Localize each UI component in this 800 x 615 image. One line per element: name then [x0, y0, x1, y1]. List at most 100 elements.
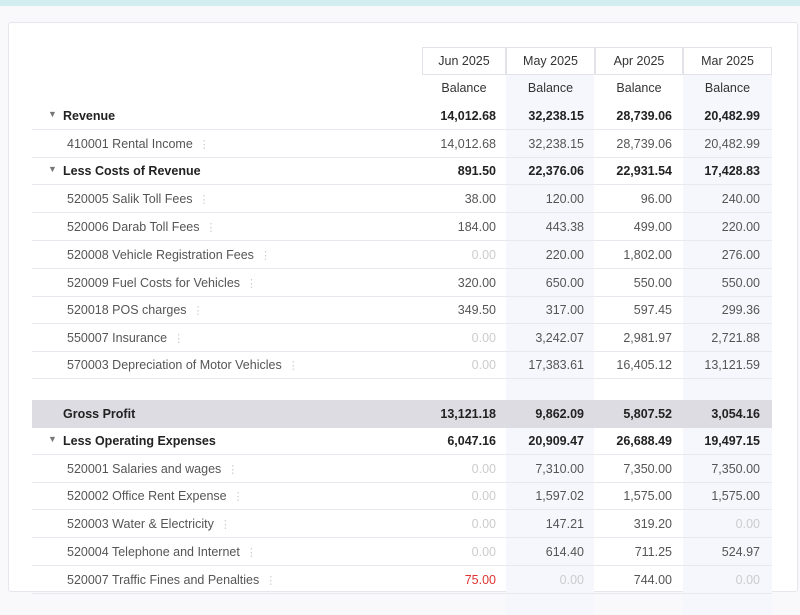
row-label[interactable]: 520009 Fuel Costs for Vehicles ⋮	[67, 276, 258, 290]
section-row[interactable]: ▼ Revenue 14,012.68 32,238.15 28,739.06 20,48…	[32, 102, 772, 130]
cell-value[interactable]: 349.50	[457, 303, 496, 317]
cell-value[interactable]: 0.00	[471, 545, 496, 559]
cell-value[interactable]: 14,012.68	[440, 137, 496, 151]
cell-value[interactable]: 147.21	[545, 517, 584, 531]
cell-value[interactable]: 96.00	[640, 192, 672, 206]
cell-value[interactable]: 443.38	[545, 220, 584, 234]
account-row[interactable]: 520002 Office Rent Expense ⋮ 0.00 1,597.02 1…	[32, 482, 772, 510]
kebab-menu-icon[interactable]: ⋮	[198, 194, 210, 206]
section-row[interactable]: ▼ Less Costs of Revenue 891.50 22,376.06 22,…	[32, 157, 772, 185]
row-label[interactable]: 410001 Rental Income ⋮	[67, 137, 210, 151]
cell-value[interactable]: 7,350.00	[623, 462, 672, 476]
account-row[interactable]: 520005 Salik Toll Fees ⋮ 38.00 120.00 96.00 2…	[32, 185, 772, 213]
row-label[interactable]: 520007 Traffic Fines and Penalties ⋮	[67, 573, 277, 587]
section-row[interactable]: ▼ Less Operating Expenses 6,047.16 20,909.4…	[32, 427, 772, 455]
caret-down-icon[interactable]: ▼	[48, 164, 57, 174]
cell-value[interactable]: 711.25	[634, 545, 672, 559]
account-row[interactable]: 520003 Water & Electricity ⋮ 0.00 147.21 319…	[32, 510, 772, 538]
account-row[interactable]: 520001 Salaries and wages ⋮ 0.00 7,310.00 7,…	[32, 455, 772, 483]
kebab-menu-icon[interactable]: ⋮	[192, 305, 204, 317]
cell-value[interactable]: 2,721.88	[711, 331, 760, 345]
row-label[interactable]: 520003 Water & Electricity ⋮	[67, 517, 231, 531]
cell-value[interactable]: 0.00	[735, 517, 760, 531]
cell-value[interactable]: 744.00	[633, 573, 672, 587]
account-row[interactable]: 550007 Insurance ⋮ 0.00 3,242.07 2,981.97 2,7…	[32, 324, 772, 352]
kebab-menu-icon[interactable]: ⋮	[219, 519, 231, 531]
cell-value[interactable]: 1,597.02	[535, 489, 584, 503]
cell-value[interactable]: 1,802.00	[623, 248, 672, 262]
cell-value[interactable]: 17,383.61	[528, 358, 584, 372]
column-header-period[interactable]: Apr 2025	[595, 47, 683, 75]
cell-value[interactable]: 20,482.99	[704, 137, 760, 151]
cell-value[interactable]: 550.00	[721, 276, 760, 290]
kebab-menu-icon[interactable]: ⋮	[246, 278, 258, 290]
cell-value[interactable]: 650.00	[545, 276, 584, 290]
kebab-menu-icon[interactable]: ⋮	[227, 464, 239, 476]
cell-value[interactable]: 0.00	[735, 573, 760, 587]
cell-value[interactable]: 3,242.07	[535, 331, 584, 345]
cell-value[interactable]: 184.00	[457, 220, 496, 234]
kebab-menu-icon[interactable]: ⋮	[245, 547, 257, 559]
cell-value[interactable]: 0.00	[471, 331, 496, 345]
caret-down-icon[interactable]: ▼	[48, 434, 57, 444]
cell-value[interactable]: 319.20	[633, 517, 672, 531]
cell-value[interactable]: 1,575.00	[623, 489, 672, 503]
kebab-menu-icon[interactable]: ⋮	[173, 333, 185, 345]
account-row[interactable]: 520008 Vehicle Registration Fees ⋮ 0.00 220…	[32, 241, 772, 269]
account-row[interactable]: 520018 POS charges ⋮ 349.50 317.00 597.45 299…	[32, 296, 772, 324]
row-label[interactable]: 520018 POS charges ⋮	[67, 303, 204, 317]
cell-value[interactable]: 320.00	[457, 276, 496, 290]
row-label[interactable]: 520008 Vehicle Registration Fees ⋮	[67, 248, 271, 262]
cell-value[interactable]: 0.00	[471, 248, 496, 262]
account-row[interactable]: 570003 Depreciation of Motor Vehicles ⋮ 0.…	[32, 351, 772, 379]
cell-value[interactable]: 524.97	[721, 545, 760, 559]
cell-value[interactable]: 0.00	[471, 462, 496, 476]
cell-value[interactable]: 16,405.12	[616, 358, 672, 372]
row-label[interactable]: 520001 Salaries and wages ⋮	[67, 462, 239, 476]
kebab-menu-icon[interactable]: ⋮	[198, 139, 210, 151]
cell-value[interactable]: 32,238.15	[528, 137, 584, 151]
cell-value[interactable]: 0.00	[471, 517, 496, 531]
account-row[interactable]: 520006 Darab Toll Fees ⋮ 184.00 443.38 499.0…	[32, 213, 772, 241]
row-label[interactable]: 550007 Insurance ⋮	[67, 331, 185, 345]
cell-value[interactable]: 75.00	[464, 573, 496, 587]
cell-value[interactable]: 7,350.00	[711, 462, 760, 476]
kebab-menu-icon[interactable]: ⋮	[205, 222, 217, 234]
cell-value[interactable]: 550.00	[633, 276, 672, 290]
account-row[interactable]: 410001 Rental Income ⋮ 14,012.68 32,238.15 2…	[32, 130, 772, 158]
cell-value[interactable]: 1,575.00	[711, 489, 760, 503]
account-row[interactable]: 520004 Telephone and Internet ⋮ 0.00 614.40…	[32, 538, 772, 566]
cell-value[interactable]: 0.00	[559, 573, 584, 587]
account-row[interactable]: 520009 Fuel Costs for Vehicles ⋮ 320.00 650…	[32, 269, 772, 297]
account-row[interactable]: 520007 Traffic Fines and Penalties ⋮ 75.00…	[32, 566, 772, 594]
column-header-period[interactable]: May 2025	[506, 47, 595, 75]
cell-value[interactable]: 597.45	[633, 303, 672, 317]
caret-down-icon[interactable]: ▼	[48, 109, 57, 119]
row-label[interactable]: 520005 Salik Toll Fees ⋮	[67, 192, 210, 206]
cell-value[interactable]: 0.00	[471, 358, 496, 372]
cell-value[interactable]: 0.00	[471, 489, 496, 503]
kebab-menu-icon[interactable]: ⋮	[259, 250, 271, 262]
row-label[interactable]: 520002 Office Rent Expense ⋮	[67, 489, 244, 503]
cell-value[interactable]: 317.00	[545, 303, 584, 317]
cell-value[interactable]: 220.00	[545, 248, 584, 262]
cell-value[interactable]: 28,739.06	[616, 137, 672, 151]
cell-value[interactable]: 276.00	[721, 248, 760, 262]
cell-value[interactable]: 240.00	[721, 192, 760, 206]
cell-value[interactable]: 499.00	[633, 220, 672, 234]
cell-value[interactable]: 2,981.97	[623, 331, 672, 345]
cell-value[interactable]: 120.00	[545, 192, 584, 206]
cell-value[interactable]: 614.40	[545, 545, 584, 559]
column-header-period[interactable]: Mar 2025	[683, 47, 772, 75]
column-header-period[interactable]: Jun 2025	[422, 47, 506, 75]
cell-value[interactable]: 38.00	[464, 192, 496, 206]
row-label[interactable]: 520006 Darab Toll Fees ⋮	[67, 220, 217, 234]
row-label[interactable]: 570003 Depreciation of Motor Vehicles ⋮	[67, 358, 299, 372]
cell-value[interactable]: 7,310.00	[535, 462, 584, 476]
cell-value[interactable]: 220.00	[721, 220, 760, 234]
cell-value[interactable]: 13,121.59	[704, 358, 760, 372]
kebab-menu-icon[interactable]: ⋮	[287, 360, 299, 372]
cell-value[interactable]: 299.36	[721, 303, 760, 317]
kebab-menu-icon[interactable]: ⋮	[232, 491, 244, 503]
row-label[interactable]: 520004 Telephone and Internet ⋮	[67, 545, 257, 559]
